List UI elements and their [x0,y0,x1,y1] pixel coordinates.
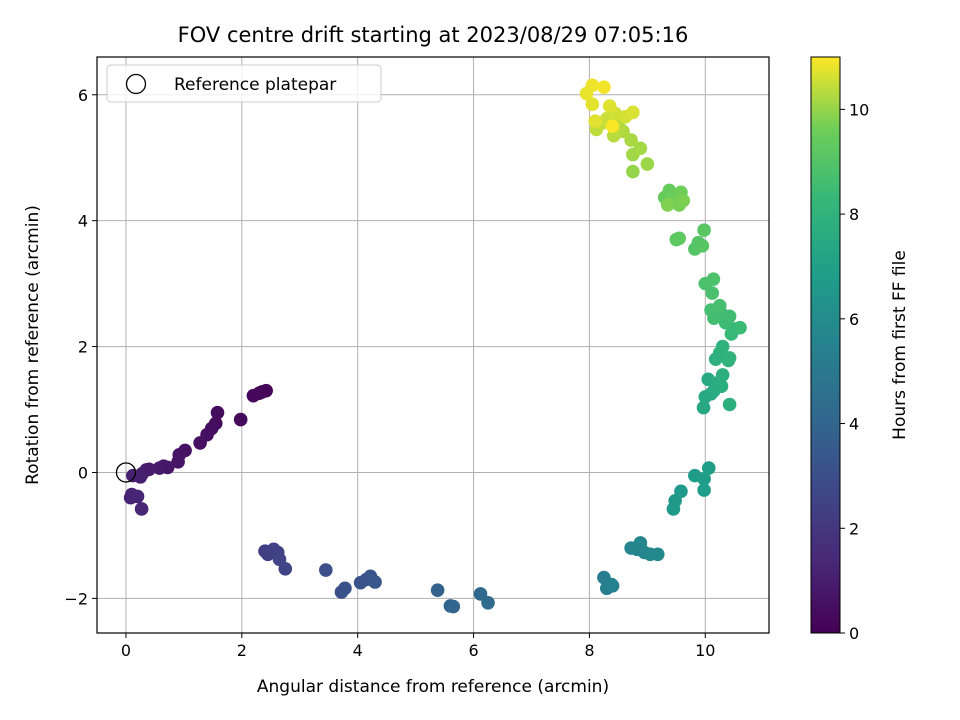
data-point [640,157,655,171]
x-tick-label: 2 [237,641,247,660]
chart-title: FOV centre drift starting at 2023/08/29 … [178,23,689,47]
data-point [246,388,261,403]
data-point [633,141,648,156]
y-axis-label: Rotation from reference (arcmin) [23,205,43,485]
data-point [722,351,737,365]
data-point [134,502,149,516]
data-point [588,114,603,129]
data-point [706,272,721,287]
data-point [319,563,333,577]
data-point [152,461,167,475]
data-point [695,239,710,253]
data-point [481,595,495,610]
data-point [605,119,620,134]
data-point [722,397,737,412]
data-point [193,436,207,450]
data-point [674,484,688,499]
data-point [338,581,352,596]
x-tick-label: 4 [353,641,363,660]
data-point [626,105,640,120]
x-tick-label: 8 [584,641,594,660]
colorbar-ticks: 0 2 4 6 8 10 [840,100,869,643]
y-tick-label: 2 [78,338,88,357]
x-axis-ticks: 0 2 4 6 8 10 [121,633,715,660]
data-point [446,599,461,614]
colorbar-tick-label: 4 [849,415,859,434]
colorbar-tick-label: 2 [849,519,859,538]
legend-marker-icon [125,73,147,95]
legend-box [106,64,382,103]
data-point [712,298,727,313]
x-tick-label: 6 [468,641,478,660]
data-point [715,339,730,354]
data-point [697,483,711,497]
colorbar-tick-label: 10 [849,100,869,119]
y-tick-label: 6 [78,86,88,105]
data-point [696,400,711,415]
y-tick-label: 0 [78,463,88,482]
data-point [697,223,711,237]
data-point [672,231,687,246]
x-tick-label: 0 [121,641,131,660]
grid-lines [97,57,769,633]
colorbar-tick-label: 0 [849,624,859,643]
scatter-points [123,78,747,614]
data-point [602,99,617,113]
data-point [430,583,445,597]
data-point [233,412,248,427]
colorbar-label: Hours from first FF file [890,250,910,440]
y-axis-ticks: −2 0 2 4 6 [64,86,97,608]
data-point [676,193,691,208]
data-point [171,454,185,469]
legend: Reference platepar [106,64,382,103]
data-point [714,379,729,394]
data-point [604,577,619,592]
data-point [624,133,638,147]
data-point [278,561,293,576]
y-tick-label: 4 [78,212,88,231]
colorbar-tick-label: 6 [849,310,859,329]
colorbar: 0 2 4 6 8 10 Hours from first FF file [810,56,910,643]
data-point [697,471,711,486]
x-tick-label: 10 [695,641,715,660]
data-point [701,461,716,475]
data-point [585,78,600,93]
data-point [733,320,747,335]
data-point [715,368,730,382]
data-point [368,575,382,589]
y-tick-label: −2 [64,589,88,608]
data-point [473,587,488,601]
data-point [126,468,140,483]
data-point [660,198,675,212]
data-point [130,489,145,504]
reference-platepar-marker [115,462,137,483]
data-point [705,286,720,300]
colorbar-gradient [810,56,841,634]
legend-label: Reference platepar [174,75,336,95]
data-point [597,80,611,95]
colorbar-tick-label: 8 [849,205,859,224]
data-point [585,97,600,112]
plot-frame [96,56,770,634]
data-point [650,547,665,562]
data-point [210,405,225,420]
x-axis-label: Angular distance from reference (arcmin) [257,677,609,697]
data-point [626,164,640,179]
